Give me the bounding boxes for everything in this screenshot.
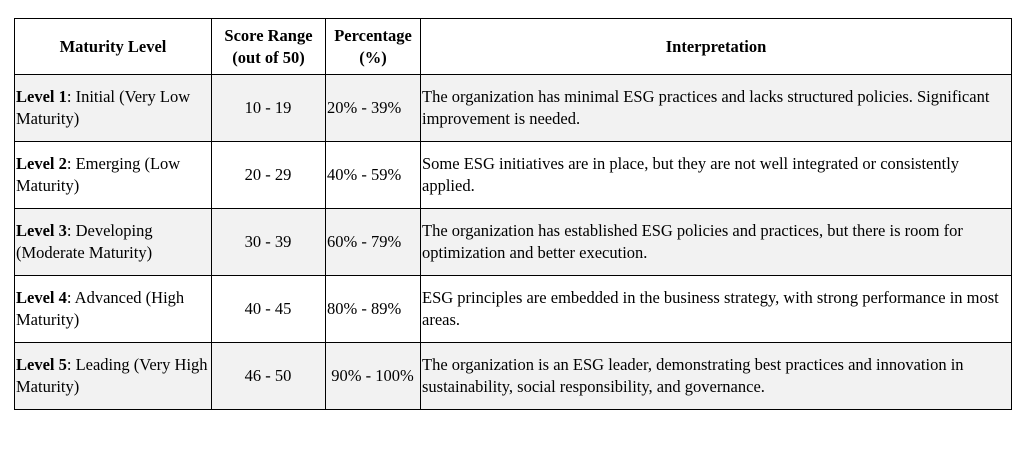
maturity-level-cell: Level 3: Developing (Moderate Maturity) xyxy=(14,208,212,276)
header-score-range: Score Range (out of 50) xyxy=(211,18,326,75)
header-percentage: Percentage (%) xyxy=(325,18,421,75)
percentage-cell: 80% - 89% xyxy=(325,275,421,343)
score-range-cell: 10 - 19 xyxy=(211,74,326,142)
header-percentage-line2: (%) xyxy=(359,47,387,67)
header-interpretation: Interpretation xyxy=(420,18,1012,75)
level-name: Level 3 xyxy=(16,221,67,240)
percentage-cell: 90% - 100% xyxy=(325,342,421,410)
level-name: Level 2 xyxy=(16,154,67,173)
score-range-cell: 30 - 39 xyxy=(211,208,326,276)
level-description: : Emerging (Low Maturity) xyxy=(16,154,181,195)
maturity-level-cell: Level 5: Leading (Very High Maturity) xyxy=(14,342,212,410)
interpretation-cell: Some ESG initiatives are in place, but t… xyxy=(420,141,1012,209)
table-row: Level 5: Leading (Very High Maturity) 46… xyxy=(14,342,1012,410)
score-range-cell: 20 - 29 xyxy=(211,141,326,209)
header-maturity-level: Maturity Level xyxy=(14,18,212,75)
level-name: Level 4 xyxy=(16,288,67,307)
header-percentage-line1: Percentage xyxy=(334,25,412,45)
score-range-cell: 46 - 50 xyxy=(211,342,326,410)
percentage-cell: 20% - 39% xyxy=(325,74,421,142)
level-description: : Advanced (High Maturity) xyxy=(16,288,185,329)
level-name: Level 1 xyxy=(16,87,67,106)
header-score-range-line2: (out of 50) xyxy=(232,47,305,67)
maturity-level-cell: Level 1: Initial (Very Low Maturity) xyxy=(14,74,212,142)
interpretation-cell: The organization has established ESG pol… xyxy=(420,208,1012,276)
percentage-cell: 40% - 59% xyxy=(325,141,421,209)
level-description: : Developing (Moderate Maturity) xyxy=(16,221,153,262)
level-name: Level 5 xyxy=(16,355,67,374)
score-range-cell: 40 - 45 xyxy=(211,275,326,343)
maturity-level-cell: Level 2: Emerging (Low Maturity) xyxy=(14,141,212,209)
level-description: : Leading (Very High Maturity) xyxy=(16,355,208,396)
header-score-range-line1: Score Range xyxy=(224,25,313,45)
table-row: Level 2: Emerging (Low Maturity) 20 - 29… xyxy=(14,141,1012,209)
table-header-row: Maturity Level Score Range (out of 50) P… xyxy=(14,18,1012,75)
interpretation-cell: The organization is an ESG leader, demon… xyxy=(420,342,1012,410)
esg-maturity-table: Maturity Level Score Range (out of 50) P… xyxy=(14,18,1012,410)
level-description: : Initial (Very Low Maturity) xyxy=(16,87,191,128)
table-row: Level 4: Advanced (High Maturity) 40 - 4… xyxy=(14,275,1012,343)
interpretation-cell: ESG principles are embedded in the busin… xyxy=(420,275,1012,343)
table-row: Level 3: Developing (Moderate Maturity) … xyxy=(14,208,1012,276)
table-row: Level 1: Initial (Very Low Maturity) 10 … xyxy=(14,74,1012,142)
maturity-level-cell: Level 4: Advanced (High Maturity) xyxy=(14,275,212,343)
interpretation-cell: The organization has minimal ESG practic… xyxy=(420,74,1012,142)
percentage-cell: 60% - 79% xyxy=(325,208,421,276)
